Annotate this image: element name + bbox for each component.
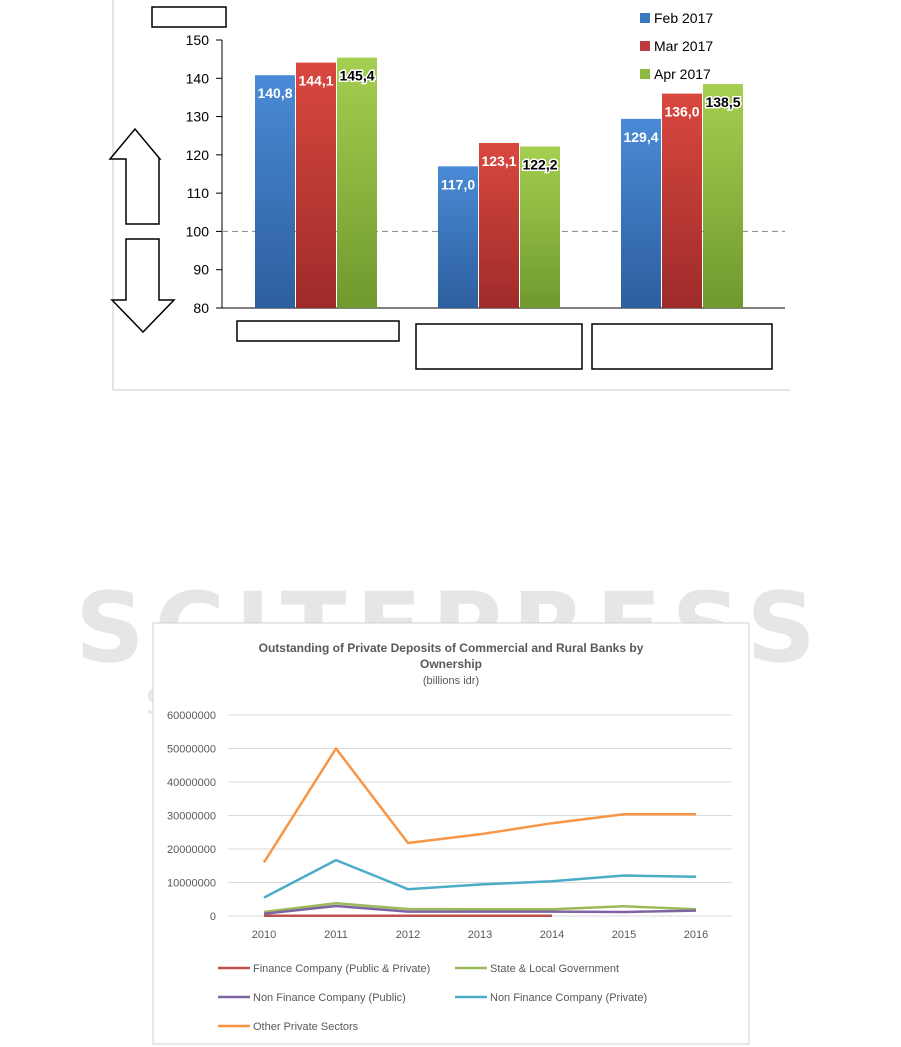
y-tick-label: 20000000: [167, 844, 216, 856]
chart2-title-line2: Ownership: [420, 657, 482, 671]
bar-2-3: [662, 93, 702, 308]
legend-label: Mar 2017: [654, 38, 713, 54]
data-label: 117,0: [441, 176, 475, 192]
series-line-5: [262, 747, 696, 864]
y-title-box: [151, 6, 227, 28]
legend-label: Finance Company (Public & Private): [253, 963, 430, 975]
x-tick-label: 2014: [540, 929, 564, 941]
category-box-2: [415, 323, 583, 370]
down-arrow-icon: [110, 238, 176, 334]
x-tick-label: 2015: [612, 929, 636, 941]
data-label: 136,0: [664, 104, 699, 120]
y-tick-label: 150: [186, 32, 210, 48]
chart2-title-line1: Outstanding of Private Deposits of Comme…: [259, 641, 644, 655]
watermark-subtitle: SCIENCE AND TECHNOLOGY PUBLICATIONS: [145, 683, 756, 763]
bar-3-2: [520, 146, 560, 308]
y-tick-label: 40000000: [167, 777, 216, 789]
bar-1-1: [255, 75, 295, 308]
bar-1-3: [621, 118, 661, 309]
bar-2-2: [479, 142, 519, 308]
category-box-3: [591, 323, 773, 370]
series-line-4: [263, 858, 697, 899]
legend-label: Non Finance Company (Private): [490, 992, 647, 1004]
chart2-subtitle: (billions idr): [423, 675, 479, 687]
y-tick-label: 10000000: [167, 878, 216, 890]
data-label: 123,1: [481, 153, 516, 169]
x-tick-label: 2011: [324, 929, 348, 941]
category-box-1: [236, 320, 400, 342]
data-label: 129,4: [623, 129, 658, 145]
y-tick-label: 140: [186, 70, 210, 86]
x-tick-label: 2016: [684, 929, 708, 941]
data-label: 144,1: [298, 73, 333, 89]
y-tick-label: 60000000: [167, 710, 216, 722]
legend-label: Feb 2017: [654, 10, 713, 26]
y-tick-label: 80: [193, 300, 209, 316]
bar-3-1: [337, 57, 377, 309]
y-tick-label: 0: [210, 911, 216, 923]
bar-2-1: [296, 62, 336, 309]
bar-3-3: [703, 84, 743, 309]
series-line-3: [263, 904, 697, 915]
x-tick-label: 2013: [468, 929, 492, 941]
bar-chart: 80 90 100 110 120 130 140 150 140,8 117,0 129,4 14…: [108, 0, 790, 391]
y-tick-label: 30000000: [167, 811, 216, 823]
x-tick-label: 2010: [252, 929, 276, 941]
legend-label: State & Local Government: [490, 963, 619, 975]
y-tick-label: 50000000: [167, 744, 216, 756]
data-label: 140,8: [257, 85, 292, 101]
legend-swatch: [640, 13, 650, 23]
bar-1-2: [438, 166, 478, 308]
legend-swatch: [640, 69, 650, 79]
y-tick-label: 90: [193, 262, 209, 278]
y-tick-label: 110: [187, 185, 210, 201]
legend-label: Other Private Sectors: [253, 1021, 359, 1033]
y-tick-label: 120: [186, 147, 210, 163]
legend-swatch: [640, 41, 650, 51]
x-tick-label: 2012: [396, 929, 420, 941]
data-label: 145,4: [339, 68, 374, 84]
chart2-border: [152, 622, 750, 1045]
up-arrow-icon: [108, 127, 162, 225]
data-label: 138,5: [705, 94, 740, 110]
data-label: 122,2: [522, 156, 557, 172]
y-tick-label: 130: [186, 109, 210, 125]
series-line-2: [263, 902, 697, 914]
legend-label: Apr 2017: [654, 66, 711, 82]
y-tick-label: 100: [186, 223, 210, 239]
watermark-title: SCITEPRESS: [75, 572, 826, 684]
legend-label: Non Finance Company (Public): [253, 992, 406, 1004]
